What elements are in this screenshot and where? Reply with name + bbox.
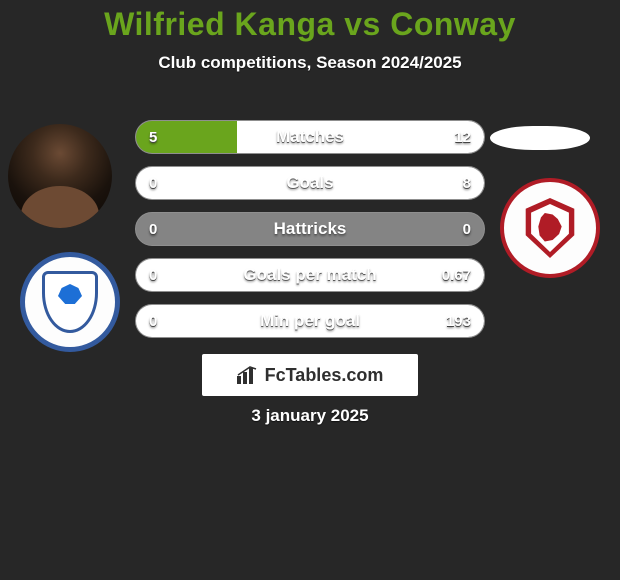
bar-track	[135, 120, 485, 154]
infographic-root: Wilfried Kanga vs Conway Club competitio…	[0, 0, 620, 580]
team-left-crest	[20, 252, 120, 352]
stat-row-matches: 512Matches	[135, 120, 485, 154]
stat-row-mpg: 0193Min per goal	[135, 304, 485, 338]
stat-row-hattricks: 00Hattricks	[135, 212, 485, 246]
bar-track	[135, 258, 485, 292]
bar-track	[135, 304, 485, 338]
bar-fill-left	[136, 121, 237, 153]
lion-crest-icon	[523, 198, 577, 258]
subtitle: Club competitions, Season 2024/2025	[0, 53, 620, 73]
brand-badge: FcTables.com	[202, 354, 418, 396]
shield-icon	[42, 271, 98, 333]
date-line: 3 january 2025	[0, 406, 620, 426]
bars-icon	[237, 366, 259, 384]
bar-track	[135, 166, 485, 200]
stat-row-goals: 08Goals	[135, 166, 485, 200]
stat-bars: 512Matches 08Goals 00Hattricks 00.67Goals p…	[135, 120, 485, 350]
page-title: Wilfried Kanga vs Conway	[0, 0, 620, 43]
player-right-avatar-placeholder	[490, 126, 590, 150]
team-right-crest	[500, 178, 600, 278]
stat-row-gpm: 00.67Goals per match	[135, 258, 485, 292]
player-left-avatar	[8, 124, 112, 228]
bar-fill-right	[136, 259, 484, 291]
bar-fill-right	[136, 167, 484, 199]
brand-text: FcTables.com	[265, 365, 384, 386]
bar-track	[135, 212, 485, 246]
bar-fill-right	[237, 121, 484, 153]
bar-fill-right	[136, 305, 484, 337]
